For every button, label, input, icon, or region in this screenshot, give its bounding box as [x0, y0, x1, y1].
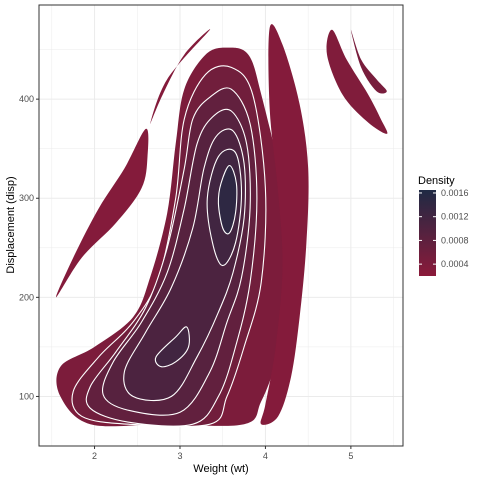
x-tick-label: 3	[177, 451, 182, 461]
plot-panel-border	[38, 4, 404, 447]
density-region-far-right-inner	[350, 29, 387, 94]
legend-tick-label: 0.0008	[441, 235, 469, 245]
legend-title: Density	[418, 175, 455, 187]
density-region-right-blade	[260, 24, 309, 425]
legend: Density 0.0016 0.0012 0.0008 0.0004	[418, 175, 469, 276]
y-tick-label: 200	[19, 292, 34, 302]
x-tick-label: 4	[263, 451, 268, 461]
legend-tick-label: 0.0012	[441, 212, 469, 222]
y-tick-label: 100	[19, 391, 34, 401]
density-region-upper-left-sliver	[55, 128, 149, 298]
contour-band-6	[154, 326, 190, 368]
legend-colorbar	[419, 190, 436, 276]
x-tick-label: 5	[348, 451, 353, 461]
legend-tick-label: 0.0004	[441, 259, 469, 269]
x-axis: 2 3 4 5	[92, 446, 353, 461]
density-region-far-right-outer	[326, 29, 388, 134]
contour-band-7	[217, 164, 238, 235]
x-tick-label: 2	[92, 451, 97, 461]
y-tick-label: 400	[19, 94, 34, 104]
y-axis-title: Displacement (disp)	[5, 176, 17, 273]
y-axis: 100 200 300 400	[19, 94, 39, 401]
legend-ticks: 0.0016 0.0012 0.0008 0.0004	[419, 188, 469, 269]
y-tick-label: 300	[19, 193, 34, 203]
x-axis-title: Weight (wt)	[193, 463, 248, 475]
density-contour-bands	[71, 65, 267, 428]
legend-tick-label: 0.0016	[441, 188, 469, 198]
